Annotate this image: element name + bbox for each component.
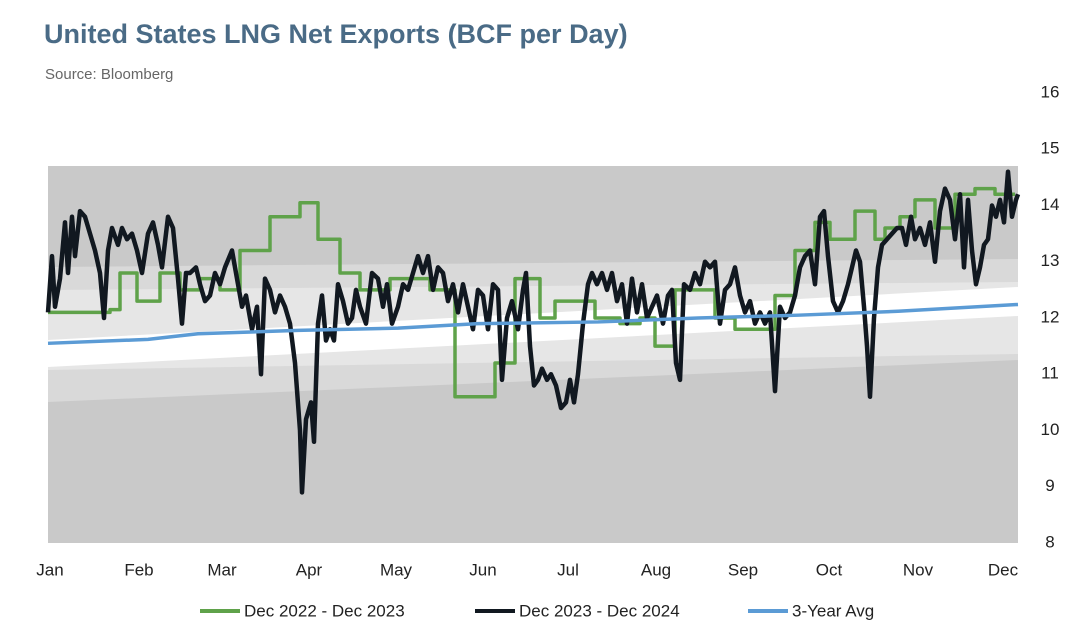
y-tick-label: 8 (1045, 532, 1054, 551)
x-tick-label: Dec (988, 560, 1019, 579)
x-tick-label: Sep (728, 560, 758, 579)
y-tick-label: 14 (1041, 195, 1060, 214)
series-line (47, 302, 1019, 346)
y-tick-label: 12 (1041, 307, 1060, 326)
x-tick-label: Apr (296, 560, 323, 579)
x-tick-label: Jun (469, 560, 496, 579)
y-tick-label: 11 (1041, 364, 1059, 383)
legend-label: 3-Year Avg (792, 601, 874, 620)
y-tick-label: 10 (1041, 420, 1060, 439)
x-tick-label: Feb (124, 560, 153, 579)
x-tick-label: Aug (641, 560, 671, 579)
x-tick-label: May (380, 560, 413, 579)
x-tick-label: Mar (207, 560, 237, 579)
y-tick-label: 15 (1041, 139, 1060, 158)
series-line (48, 186, 1015, 399)
chart-subtitle: Source: Bloomberg (45, 66, 173, 83)
series-line (45, 169, 1021, 495)
y-tick-label: 9 (1045, 476, 1054, 495)
legend-label: Dec 2023 - Dec 2024 (519, 601, 680, 620)
y-tick-label: 13 (1041, 251, 1060, 270)
x-tick-label: Nov (903, 560, 934, 579)
x-tick-label: Oct (816, 560, 843, 579)
legend-label: Dec 2022 - Dec 2023 (244, 601, 405, 620)
x-tick-label: Jan (36, 560, 63, 579)
chart-title: United States LNG Net Exports (BCF per D… (44, 19, 628, 49)
y-tick-label: 16 (1041, 82, 1060, 101)
x-tick-label: Jul (557, 560, 579, 579)
